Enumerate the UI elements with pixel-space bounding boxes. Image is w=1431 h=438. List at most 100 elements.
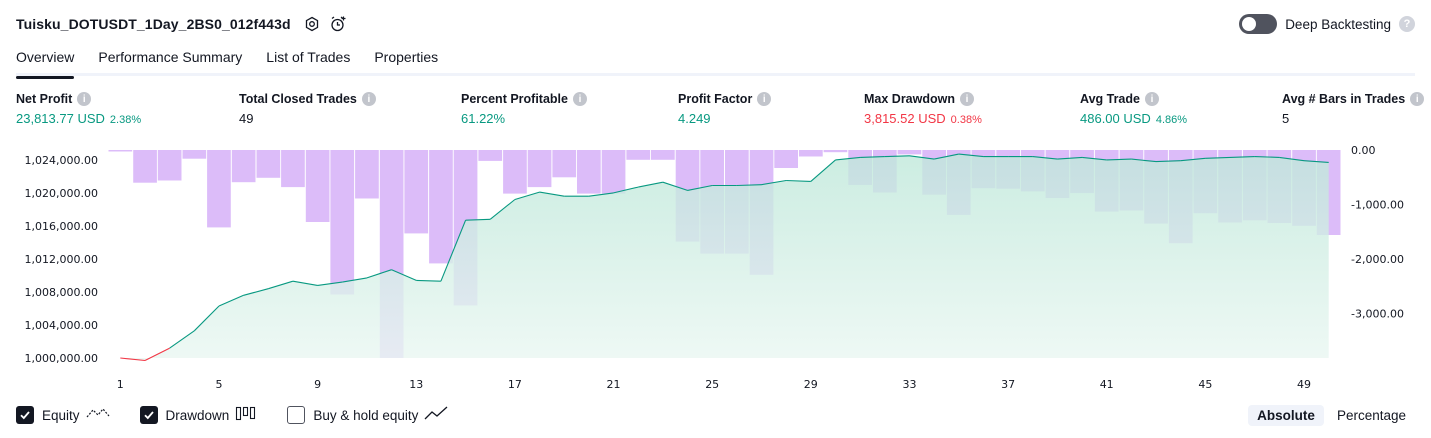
drawdown-bars-icon: [235, 405, 257, 426]
x-axis-tick: 29: [804, 378, 818, 391]
equity-line-segment: [317, 281, 343, 286]
report-header: Tuisku_DOTUSDT_1Day_2BS0_012f443d Deep B…: [16, 12, 1415, 36]
chart-legend: Equity Drawdown Buy & hold equity Absolu…: [16, 404, 1415, 426]
add-alert-icon[interactable]: [327, 13, 349, 35]
equity-line-segment: [539, 191, 565, 197]
deep-backtesting-toggle[interactable]: [1239, 14, 1278, 34]
legend-buy-hold[interactable]: Buy & hold equity: [287, 405, 448, 426]
legend-label: Buy & hold equity: [313, 407, 419, 423]
metric-value: 5: [1282, 111, 1290, 126]
equity-line-segment: [884, 155, 910, 158]
info-icon[interactable]: i: [1144, 92, 1159, 106]
drawdown-bar: [182, 150, 207, 159]
legend-drawdown[interactable]: Drawdown: [139, 405, 258, 426]
drawdown-bar: [577, 150, 601, 194]
drawdown-bar: [601, 150, 626, 194]
left-axis-tick: 1,012,000.00: [25, 253, 98, 266]
equity-line-segment: [218, 294, 244, 307]
equity-line-segment: [391, 269, 417, 281]
x-axis-tick: 1: [117, 378, 124, 391]
strategy-title: Tuisku_DOTUSDT_1Day_2BS0_012f443d: [16, 16, 291, 32]
equity-line-segment: [1032, 156, 1058, 160]
drawdown-bar: [108, 150, 133, 152]
tab-properties[interactable]: Properties: [374, 49, 439, 65]
left-axis-tick: 1,024,000.00: [25, 154, 98, 167]
legend-label: Equity: [42, 407, 80, 423]
x-axis-tick: 17: [508, 378, 522, 391]
metric-label: Net Profit: [16, 92, 73, 106]
metric-percent-profitable: Percent Profitable i 61.22%: [461, 92, 587, 126]
equity-line-segment: [1205, 156, 1231, 159]
drawdown-bar: [429, 150, 453, 264]
checkbox-checked-icon[interactable]: [16, 406, 34, 424]
equity-line-segment: [1082, 156, 1107, 161]
checkbox-unchecked-icon[interactable]: [287, 406, 306, 424]
equity-line-segment: [810, 159, 836, 182]
equity-line-segment: [1303, 160, 1329, 163]
metric-percent: 2.38%: [109, 114, 142, 126]
metric-percent: 4.86%: [1155, 114, 1188, 126]
equity-line-icon: [86, 405, 110, 426]
drawdown-bar: [330, 150, 355, 295]
equity-line-segment: [933, 153, 959, 160]
drawdown-bar: [478, 150, 503, 161]
equity-line-segment: [761, 179, 787, 186]
equity-line-segment: [835, 156, 861, 161]
metric-avg-trade: Avg Trade i 486.00 USD 4.86%: [1080, 92, 1187, 126]
info-icon[interactable]: i: [757, 92, 772, 106]
absolute-button[interactable]: Absolute: [1248, 404, 1324, 426]
equity-line-segment: [1254, 156, 1280, 158]
equity-line-segment: [638, 181, 664, 188]
equity-line-segment: [909, 155, 935, 160]
tab-overview[interactable]: Overview: [16, 44, 75, 79]
equity-area: [120, 154, 1329, 361]
metric-label: Profit Factor: [678, 92, 753, 106]
drawdown-bar: [207, 150, 231, 228]
buy-hold-line-icon: [424, 405, 448, 426]
metric-value: 486.00 USD: [1080, 111, 1151, 126]
settings-icon[interactable]: [301, 13, 323, 35]
right-axis-tick: 0.00: [1351, 144, 1376, 157]
equity-line-segment: [588, 192, 614, 197]
x-axis-tick: 21: [607, 378, 621, 391]
equity-line-segment: [1279, 156, 1305, 162]
left-axis-tick: 1,020,000.00: [25, 187, 98, 200]
metric-profit-factor: Profit Factor i 4.249: [678, 92, 772, 126]
legend-label: Drawdown: [165, 407, 230, 423]
equity-line-segment: [268, 280, 294, 290]
info-icon[interactable]: i: [361, 92, 376, 106]
tab-list-of-trades[interactable]: List of Trades: [266, 49, 351, 65]
drawdown-bar: [626, 150, 651, 160]
equity-drawdown-chart[interactable]: 1,000,000.00 1,004,000.00 1,008,000.00 1,01…: [0, 138, 1431, 396]
drawdown-bar: [281, 150, 305, 188]
legend-equity[interactable]: Equity: [16, 405, 110, 426]
right-axis-tick: -3,000.00: [1351, 308, 1404, 321]
x-axis-tick: 5: [216, 378, 223, 391]
view-mode-switch: Absolute Percentage: [1248, 404, 1415, 426]
drawdown-bar: [799, 150, 823, 157]
info-icon[interactable]: i: [960, 92, 974, 106]
left-axis-tick: 1,000,000.00: [25, 352, 98, 365]
drawdown-bar: [133, 150, 157, 183]
equity-line-segment: [366, 269, 392, 279]
equity-line-segment: [1229, 156, 1255, 158]
x-axis-tick: 33: [903, 378, 917, 391]
x-axis-tick: 45: [1198, 378, 1212, 391]
checkbox-checked-icon[interactable]: [139, 406, 158, 424]
percentage-button[interactable]: Percentage: [1336, 407, 1406, 423]
equity-line-segment: [465, 218, 491, 221]
equity-line-segment: [736, 184, 762, 187]
info-icon[interactable]: i: [77, 92, 92, 106]
help-icon[interactable]: ?: [1399, 16, 1415, 32]
metric-max-drawdown: Max Drawdown i 3,815.52 USD 0.38%: [864, 92, 982, 126]
metric-label: Percent Profitable: [461, 92, 568, 106]
metric-avg-bars: Avg # Bars in Trades i 5: [1282, 92, 1425, 126]
metric-value: 4.249: [678, 111, 711, 126]
drawdown-bar: [503, 150, 527, 194]
tab-performance-summary[interactable]: Performance Summary: [98, 49, 243, 65]
equity-line-segment: [416, 279, 441, 282]
equity-line-segment: [514, 191, 540, 201]
info-icon[interactable]: i: [1410, 92, 1425, 106]
equity-line-segment: [662, 181, 688, 191]
info-icon[interactable]: i: [572, 92, 587, 106]
